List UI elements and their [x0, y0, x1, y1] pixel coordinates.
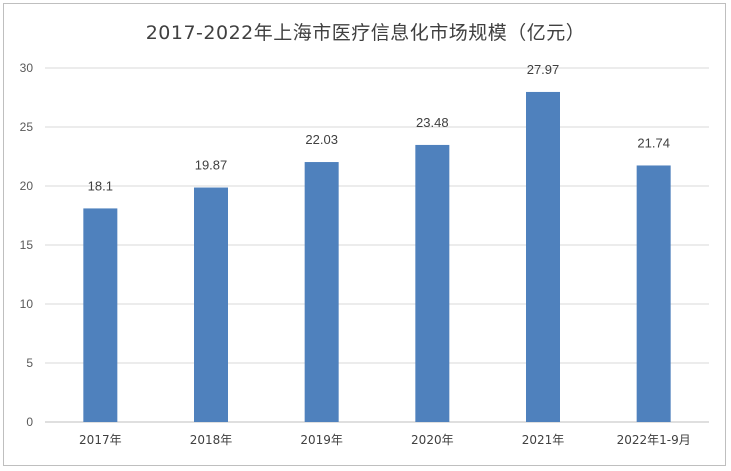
x-tick-label: 2021年: [522, 433, 565, 447]
data-label: 18.1: [88, 178, 113, 193]
data-label: 27.97: [527, 62, 560, 77]
bar: [304, 162, 339, 422]
bar: [83, 208, 118, 422]
x-tick-label: 2020年: [411, 433, 454, 447]
y-tick-label: 15: [20, 238, 34, 252]
y-tick-label: 25: [20, 120, 34, 134]
y-tick-label: 0: [26, 415, 33, 429]
bar: [415, 144, 450, 422]
y-tick-label: 30: [20, 61, 34, 75]
x-tick-label: 2017年: [79, 433, 122, 447]
data-label: 23.48: [416, 115, 449, 130]
chart-frame: 2017-2022年上海市医疗信息化市场规模（亿元）: [3, 3, 726, 466]
y-tick-label: 20: [20, 179, 34, 193]
data-label: 21.74: [637, 135, 670, 150]
bar: [636, 165, 671, 422]
data-label: 22.03: [305, 132, 338, 147]
x-tick-label: 2019年: [300, 433, 343, 447]
x-tick-label: 2022年1-9月: [617, 433, 691, 447]
bar: [194, 187, 228, 422]
y-tick-label: 5: [26, 356, 33, 370]
data-label: 19.87: [195, 158, 228, 173]
bar: [526, 91, 560, 422]
y-tick-label: 10: [20, 297, 34, 311]
chart-title: 2017-2022年上海市医疗信息化市场规模（亿元）: [145, 22, 586, 44]
x-tick-label: 2018年: [190, 433, 233, 447]
